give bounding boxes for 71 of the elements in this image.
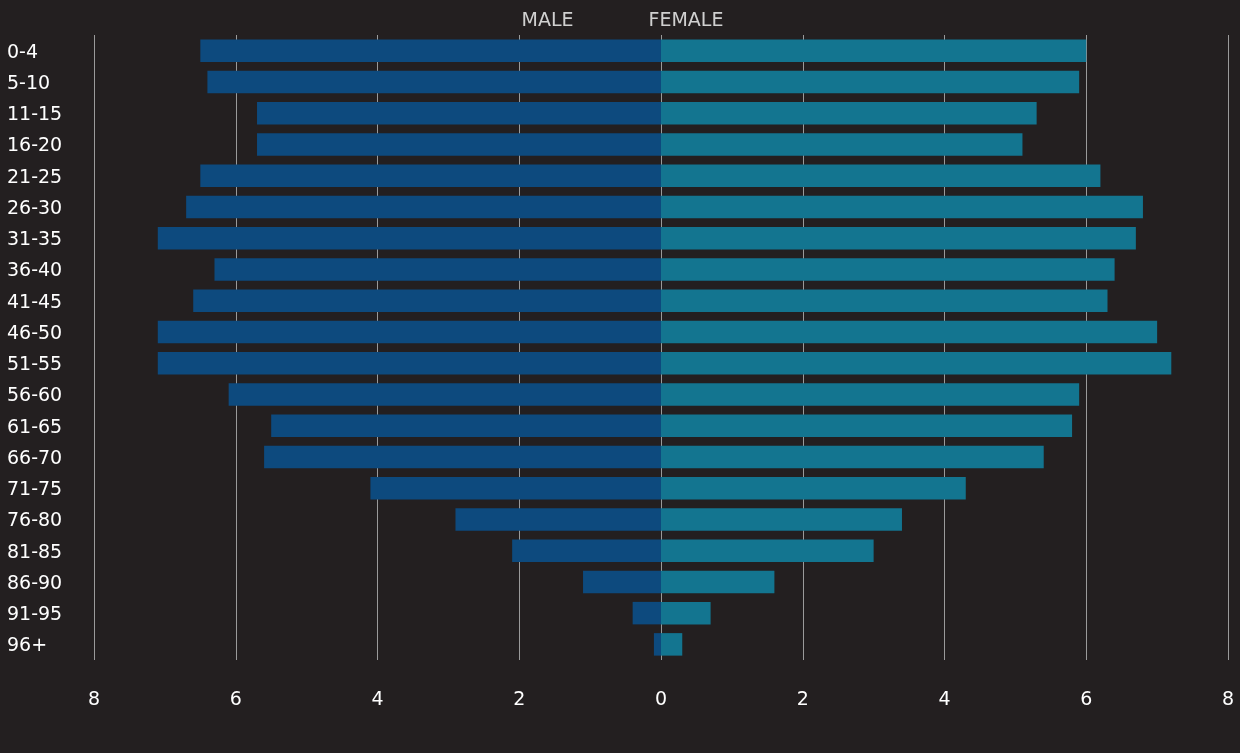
y-tick-label: 86-90 (7, 570, 63, 593)
bar (661, 539, 874, 562)
bar (193, 289, 661, 312)
bar (661, 195, 1143, 219)
bar (661, 570, 775, 594)
y-tick-label: 61-65 (7, 414, 63, 437)
y-tick-label: 21-25 (7, 164, 63, 187)
series-label: FEMALE (648, 7, 724, 30)
bar (228, 383, 661, 406)
x-tick-label: 0 (654, 686, 668, 709)
y-tick-label: 66-70 (7, 445, 63, 468)
bar (214, 258, 661, 281)
bar (200, 39, 661, 62)
bar (661, 383, 1080, 406)
bar (157, 320, 661, 344)
bar (661, 601, 711, 625)
bar (157, 351, 661, 375)
y-tick-label: 26-30 (7, 195, 63, 218)
y-tick-label: 91-95 (7, 602, 63, 625)
y-tick-label: 81-85 (7, 539, 63, 562)
bar (661, 633, 683, 656)
bar (661, 289, 1108, 312)
bar (512, 539, 661, 562)
x-tick-label: 4 (938, 686, 951, 709)
bar (207, 70, 661, 94)
y-tick-label: 51-55 (7, 352, 63, 375)
bar (200, 164, 661, 187)
bar (661, 164, 1101, 187)
bar (583, 570, 661, 594)
y-tick-label: 16-20 (7, 133, 63, 156)
bar (257, 101, 661, 125)
bar (661, 70, 1080, 94)
bar (661, 508, 902, 531)
x-tick-label: 6 (229, 686, 242, 709)
bar (661, 351, 1172, 375)
x-tick-label: 2 (513, 686, 526, 709)
y-tick-label: 96+ (7, 633, 48, 656)
bar (257, 133, 661, 156)
bar (264, 445, 661, 469)
y-tick-label: 56-60 (7, 383, 63, 406)
bar (661, 133, 1023, 156)
y-tick-label: 31-35 (7, 227, 63, 250)
bar (653, 633, 661, 656)
bar (661, 101, 1037, 125)
series-label: MALE (521, 7, 574, 30)
bar (661, 414, 1073, 437)
x-tick-label: 6 (1080, 686, 1093, 709)
x-tick-label: 2 (796, 686, 809, 709)
bar (661, 39, 1087, 62)
bar (157, 226, 661, 250)
y-tick-label: 5-10 (7, 70, 51, 93)
bar (661, 476, 966, 500)
x-tick-label: 8 (87, 686, 101, 709)
bar (186, 195, 661, 219)
y-tick-label: 11-15 (7, 102, 63, 125)
y-tick-label: 0-4 (7, 39, 39, 62)
y-tick-label: 41-45 (7, 289, 63, 312)
bar (661, 226, 1136, 250)
bar (632, 601, 661, 625)
x-tick-label: 8 (1221, 686, 1235, 709)
y-tick-label: 36-40 (7, 258, 63, 281)
y-tick-label: 46-50 (7, 320, 63, 343)
bar (271, 414, 661, 437)
y-tick-label: 71-75 (7, 477, 63, 500)
bar (455, 508, 661, 531)
bar (661, 320, 1158, 344)
y-tick-label: 76-80 (7, 508, 63, 531)
bar (370, 476, 661, 500)
bar (661, 258, 1115, 281)
bar (661, 445, 1044, 469)
x-tick-label: 4 (371, 686, 384, 709)
